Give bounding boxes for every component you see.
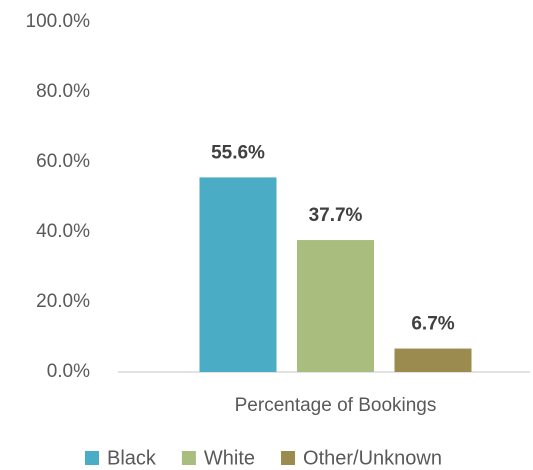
- bar: [199, 177, 277, 372]
- data-label: 6.7%: [411, 314, 454, 335]
- legend-swatch: [281, 451, 296, 465]
- bar: [394, 348, 472, 372]
- y-tick-label: 100.0%: [26, 11, 91, 32]
- legend-swatch: [85, 451, 99, 465]
- y-tick-label: 0.0%: [47, 361, 90, 382]
- y-tick-label: 20.0%: [36, 291, 90, 312]
- data-label: 37.7%: [309, 205, 363, 226]
- legend-swatch: [181, 451, 196, 465]
- legend-label: Black: [107, 447, 157, 469]
- legend-label: White: [204, 447, 255, 469]
- legend-label: Other/Unknown: [303, 447, 442, 469]
- bar: [297, 240, 374, 372]
- data-label: 55.6%: [211, 142, 265, 163]
- y-tick-label: 80.0%: [36, 81, 90, 102]
- x-tick-label: Percentage of Bookings: [235, 395, 437, 416]
- y-tick-label: 60.0%: [36, 151, 90, 172]
- y-tick-label: 40.0%: [36, 221, 90, 242]
